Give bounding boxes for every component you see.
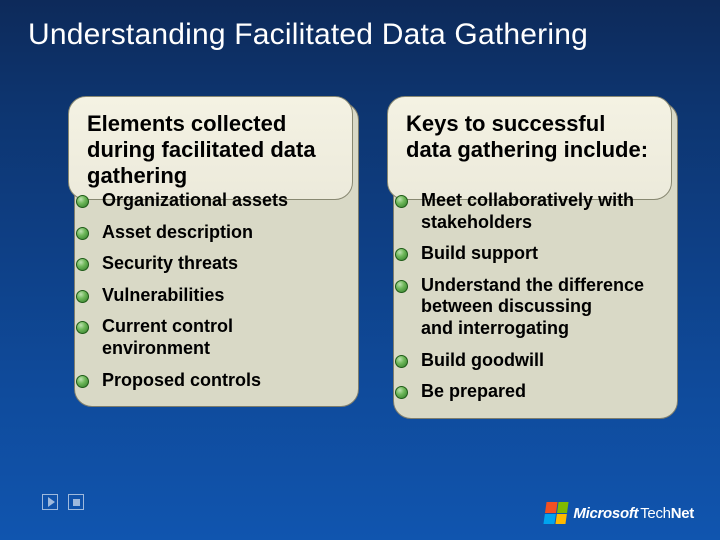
logo-brand-b-bold: Net (671, 505, 694, 522)
list-item: Vulnerabilities (96, 285, 345, 307)
list-item: Be prepared (415, 381, 664, 403)
bullets-right: Meet collaboratively with stakeholders B… (387, 190, 672, 403)
panel-left: Elements collected during facilitated da… (68, 96, 353, 401)
panel-right: Keys to successful data gathering includ… (387, 96, 672, 413)
footer-logo: Microsoft TechNet (545, 502, 694, 524)
play-icon[interactable] (42, 494, 58, 510)
logo-brand-a: Microsoft (573, 505, 638, 522)
card-right: Keys to successful data gathering includ… (387, 96, 672, 200)
slide-title: Understanding Facilitated Data Gathering (28, 18, 588, 52)
list-item: Current control environment (96, 316, 345, 359)
logo-brand-b-light: Tech (640, 505, 671, 522)
list-item: Meet collaboratively with stakeholders (415, 190, 664, 233)
list-item: Proposed controls (96, 370, 345, 392)
panels-row: Elements collected during facilitated da… (68, 96, 672, 413)
nav-controls (42, 494, 84, 510)
card-right-heading: Keys to successful data gathering includ… (406, 111, 653, 163)
logo-text: Microsoft TechNet (573, 505, 694, 522)
list-item: Understand the difference between discus… (415, 275, 664, 340)
logo-brand-b: TechNet (640, 505, 694, 522)
list-item: Organizational assets (96, 190, 345, 212)
card-left: Elements collected during facilitated da… (68, 96, 353, 200)
card-left-heading: Elements collected during facilitated da… (87, 111, 334, 189)
stop-icon[interactable] (68, 494, 84, 510)
microsoft-flag-icon (544, 502, 569, 524)
bullets-left: Organizational assets Asset description … (68, 190, 353, 391)
list-item: Asset description (96, 222, 345, 244)
list-item: Build goodwill (415, 350, 664, 372)
list-item: Security threats (96, 253, 345, 275)
list-item: Build support (415, 243, 664, 265)
